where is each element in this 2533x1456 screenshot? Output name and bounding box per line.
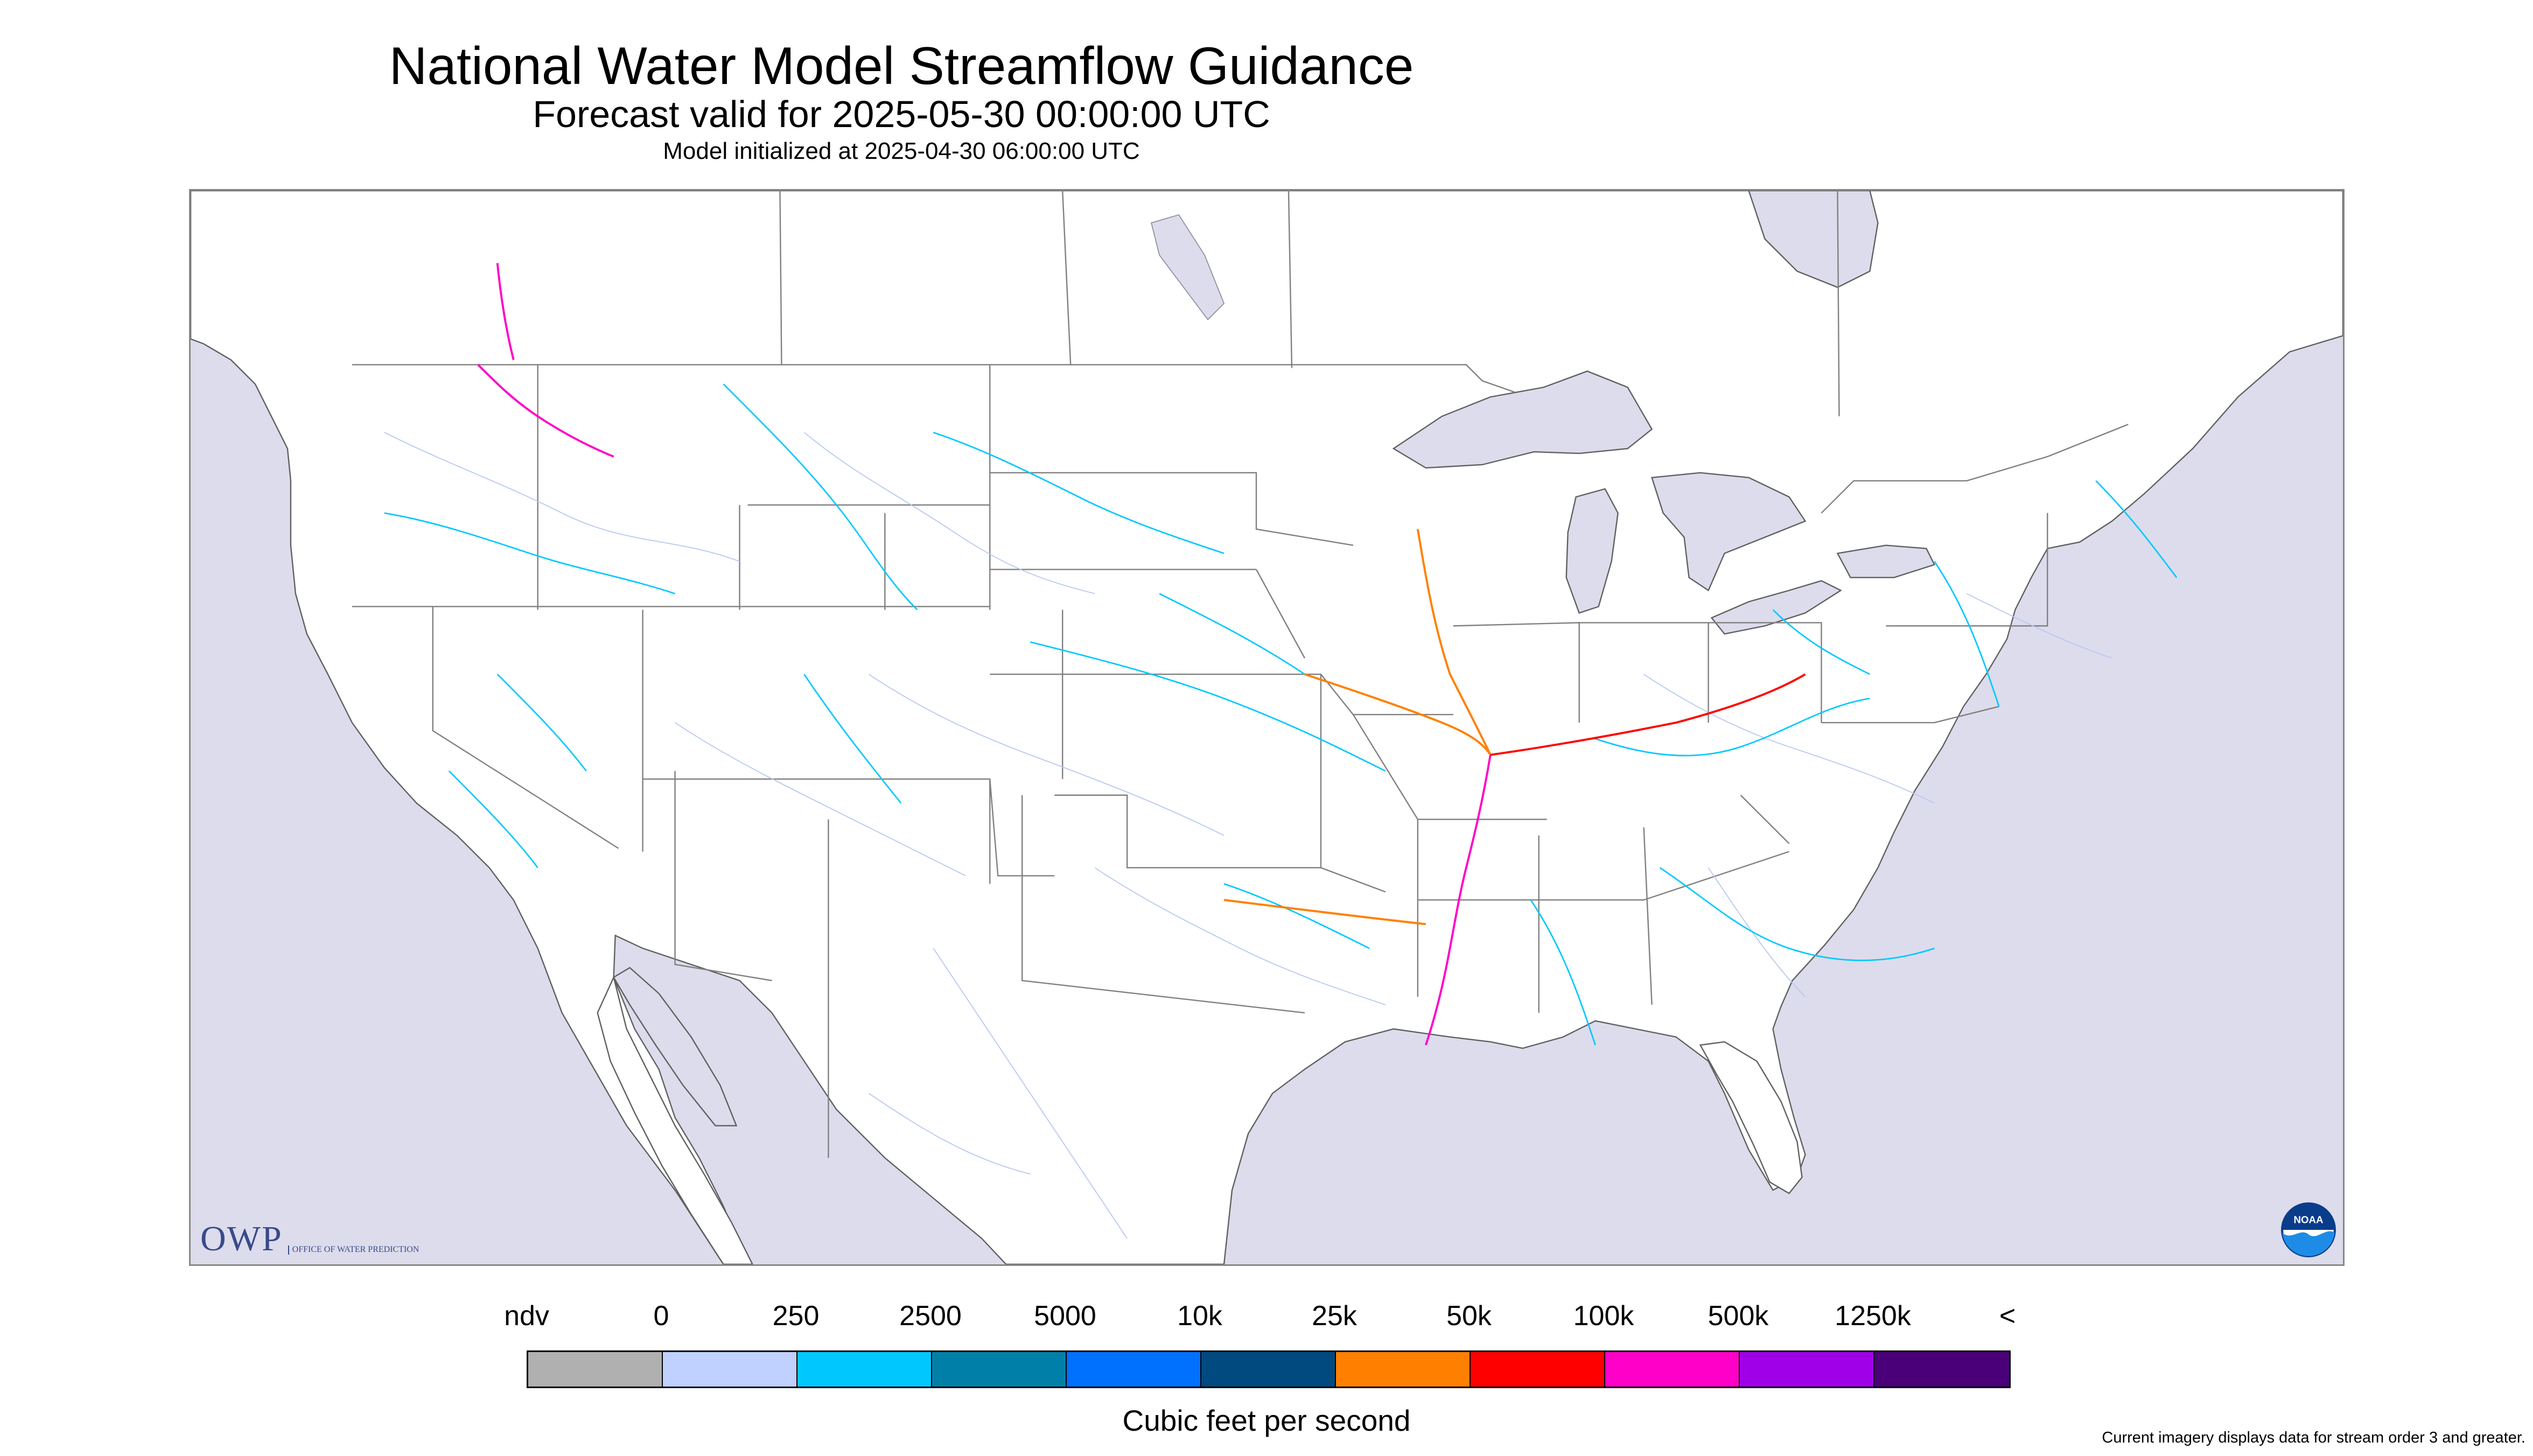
legend-label: 10k: [1177, 1300, 1222, 1332]
borders: [352, 191, 2129, 1158]
color-legend: ndv 0 250 2500 5000 10k 25k 50k 100k 500k 1250k <: [0, 1292, 2533, 1389]
legend-units: Cubic feet per second: [1122, 1404, 1411, 1437]
forecast-valid-subtitle: Forecast valid for 2025-05-30 00:00:00 U…: [533, 93, 1270, 135]
model-init-line: Model initialized at 2025-04-30 06:00:00…: [663, 138, 1140, 164]
legend-label: ndv: [504, 1300, 549, 1332]
legend-label: 100k: [1573, 1300, 1634, 1332]
map-title: National Water Model Streamflow Guidance: [389, 36, 1414, 95]
legend-label: 25k: [1312, 1300, 1357, 1332]
florida-peninsula: [1699, 1041, 1803, 1194]
legend-swatch: [1067, 1352, 1201, 1387]
legend-label: 50k: [1446, 1300, 1492, 1332]
lake-erie: [1710, 580, 1842, 635]
legend-label: 0: [653, 1300, 669, 1332]
legend-label: 5000: [1034, 1300, 1096, 1332]
legend-swatch: [663, 1352, 797, 1387]
legend-swatch: [1605, 1352, 1740, 1387]
lake-michigan: [1565, 488, 1619, 614]
legend-label: 500k: [1708, 1300, 1769, 1332]
baja-california: [597, 975, 753, 1264]
legend-swatch: [1471, 1352, 1605, 1387]
streamflow-map: OWP OFFICE OF WATER PREDICTION NOAA: [189, 189, 2345, 1266]
map-canvas: [191, 191, 2343, 1264]
land-mass: [191, 191, 2343, 1264]
legend-swatch: [1336, 1352, 1471, 1387]
legend-swatch: [797, 1352, 932, 1387]
legend-swatch: [1201, 1352, 1336, 1387]
legend-swatch: [932, 1352, 1067, 1387]
gulf-of-california: [612, 967, 738, 1126]
legend-color-bar: [527, 1350, 2011, 1388]
hudson-bay: [1748, 191, 1879, 288]
noaa-logo-text: NOAA: [2293, 1214, 2324, 1226]
lake-ontario: [1836, 544, 1936, 578]
rivers-mid-flow: [384, 383, 2178, 1046]
rivers-low-flow: [384, 432, 2112, 1239]
legend-swatch: [1874, 1352, 2009, 1387]
owp-logo-letters: OWP: [200, 1219, 283, 1258]
legend-label: 250: [772, 1300, 820, 1332]
lake-huron: [1651, 472, 1807, 592]
noaa-logo: NOAA: [2281, 1202, 2336, 1257]
rivers-high-flow: [477, 263, 1806, 1046]
footnote: Current imagery displays data for stream…: [2102, 1429, 2525, 1446]
lake-winnipeg: [1151, 214, 1225, 320]
legend-swatch: [528, 1352, 663, 1387]
owp-logo-subtext: OFFICE OF WATER PREDICTION: [288, 1245, 419, 1255]
legend-label: <: [1999, 1300, 2016, 1332]
owp-logo: OWP OFFICE OF WATER PREDICTION: [200, 1221, 419, 1257]
legend-label: 1250k: [1835, 1300, 1911, 1332]
legend-swatch: [1740, 1352, 1874, 1387]
lake-superior: [1392, 370, 1653, 469]
legend-label: 2500: [899, 1300, 962, 1332]
